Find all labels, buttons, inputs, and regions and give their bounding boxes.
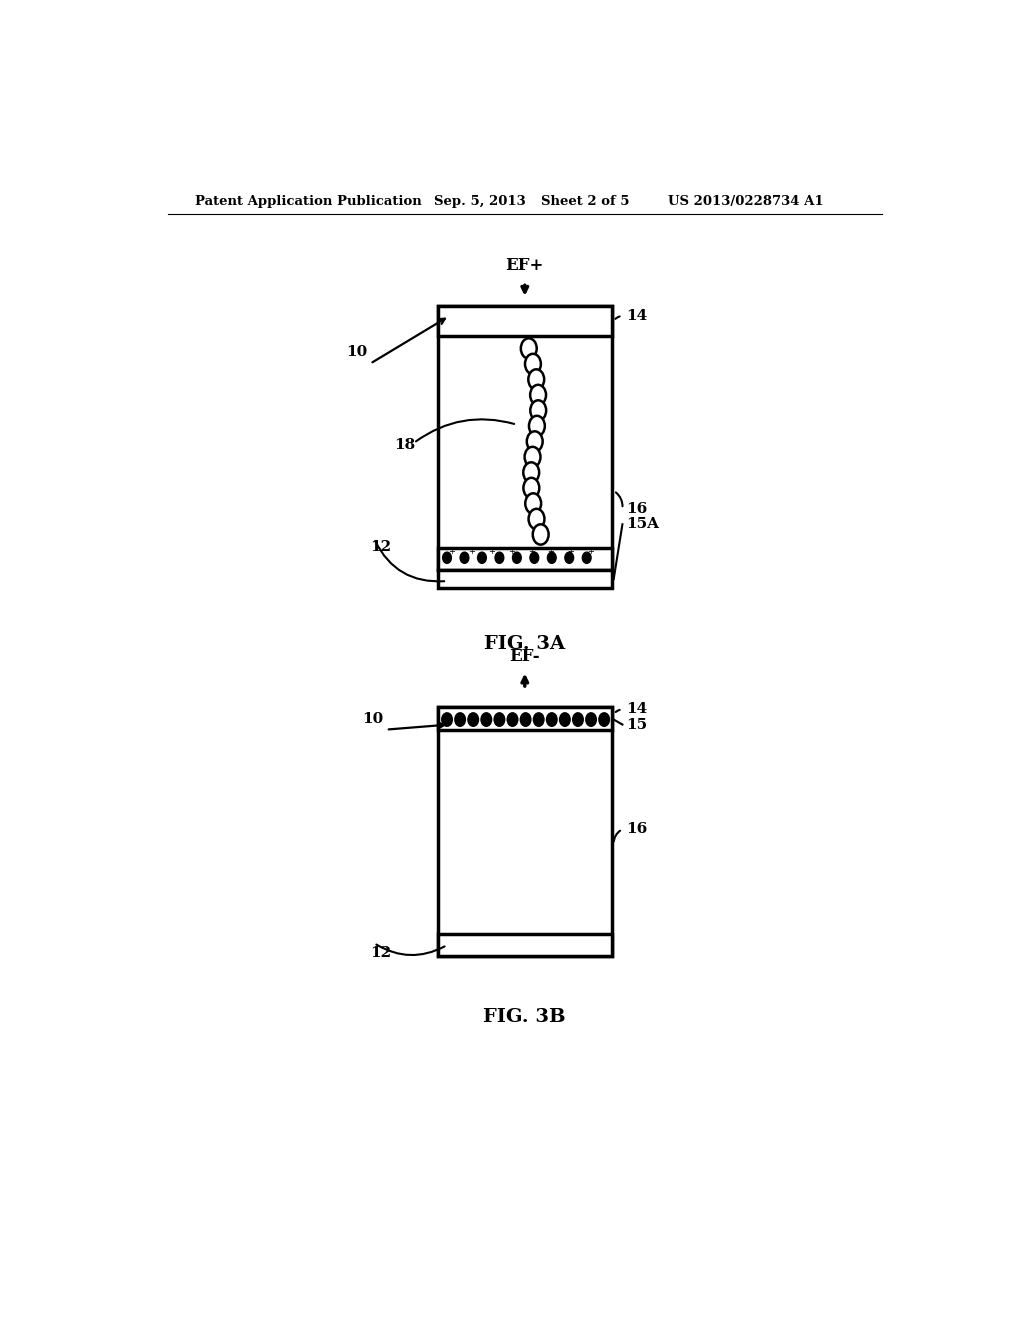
Text: 12: 12 — [370, 946, 391, 960]
Circle shape — [523, 478, 540, 498]
Circle shape — [507, 713, 518, 726]
Circle shape — [524, 446, 541, 467]
Bar — [437, 570, 612, 589]
Text: 14: 14 — [627, 309, 647, 323]
Circle shape — [512, 552, 521, 564]
Text: +: + — [527, 548, 535, 556]
Text: US 2013/0228734 A1: US 2013/0228734 A1 — [668, 194, 823, 207]
Circle shape — [528, 508, 545, 529]
Circle shape — [520, 713, 530, 726]
Circle shape — [523, 462, 540, 483]
Circle shape — [526, 432, 543, 451]
Text: +: + — [567, 548, 574, 556]
Text: Patent Application Publication: Patent Application Publication — [196, 194, 422, 207]
Bar — [437, 708, 612, 730]
Circle shape — [460, 552, 469, 564]
Text: 10: 10 — [362, 713, 383, 726]
Circle shape — [530, 385, 546, 405]
Text: Sep. 5, 2013: Sep. 5, 2013 — [433, 194, 525, 207]
Circle shape — [548, 552, 556, 564]
Circle shape — [468, 713, 478, 726]
Bar — [437, 935, 612, 956]
Circle shape — [442, 552, 452, 564]
Circle shape — [572, 713, 583, 726]
Text: 12: 12 — [370, 540, 391, 553]
Text: 10: 10 — [346, 345, 368, 359]
Text: 16: 16 — [627, 822, 647, 837]
Bar — [437, 306, 612, 570]
Bar — [437, 548, 612, 570]
Circle shape — [529, 416, 545, 436]
Text: EF+: EF+ — [506, 256, 544, 273]
Circle shape — [481, 713, 492, 726]
Text: +: + — [508, 548, 515, 556]
Text: Sheet 2 of 5: Sheet 2 of 5 — [541, 194, 629, 207]
Circle shape — [530, 400, 546, 421]
Text: FIG. 3A: FIG. 3A — [484, 635, 565, 653]
Text: +: + — [468, 548, 475, 556]
Text: 15: 15 — [627, 718, 647, 731]
Circle shape — [530, 552, 539, 564]
Text: 15A: 15A — [627, 517, 659, 532]
Text: 16: 16 — [627, 502, 647, 516]
Circle shape — [599, 713, 609, 726]
Bar — [437, 708, 612, 956]
Text: EF-: EF- — [510, 648, 540, 665]
Text: +: + — [449, 548, 456, 556]
Text: FIG. 3B: FIG. 3B — [483, 1008, 566, 1026]
Text: 18: 18 — [394, 438, 415, 451]
Text: +: + — [548, 548, 554, 556]
Bar — [437, 306, 612, 337]
Circle shape — [528, 370, 544, 389]
Circle shape — [455, 713, 465, 726]
Text: +: + — [488, 548, 495, 556]
Circle shape — [534, 713, 544, 726]
Circle shape — [495, 713, 505, 726]
Circle shape — [586, 713, 596, 726]
Circle shape — [560, 713, 570, 726]
Circle shape — [495, 552, 504, 564]
Circle shape — [525, 354, 541, 374]
Text: +: + — [587, 548, 594, 556]
Circle shape — [521, 338, 537, 359]
Text: 14: 14 — [627, 702, 647, 717]
Circle shape — [583, 552, 591, 564]
Circle shape — [525, 494, 541, 513]
Circle shape — [442, 713, 453, 726]
Circle shape — [477, 552, 486, 564]
Circle shape — [565, 552, 573, 564]
Circle shape — [547, 713, 557, 726]
Circle shape — [532, 524, 549, 545]
